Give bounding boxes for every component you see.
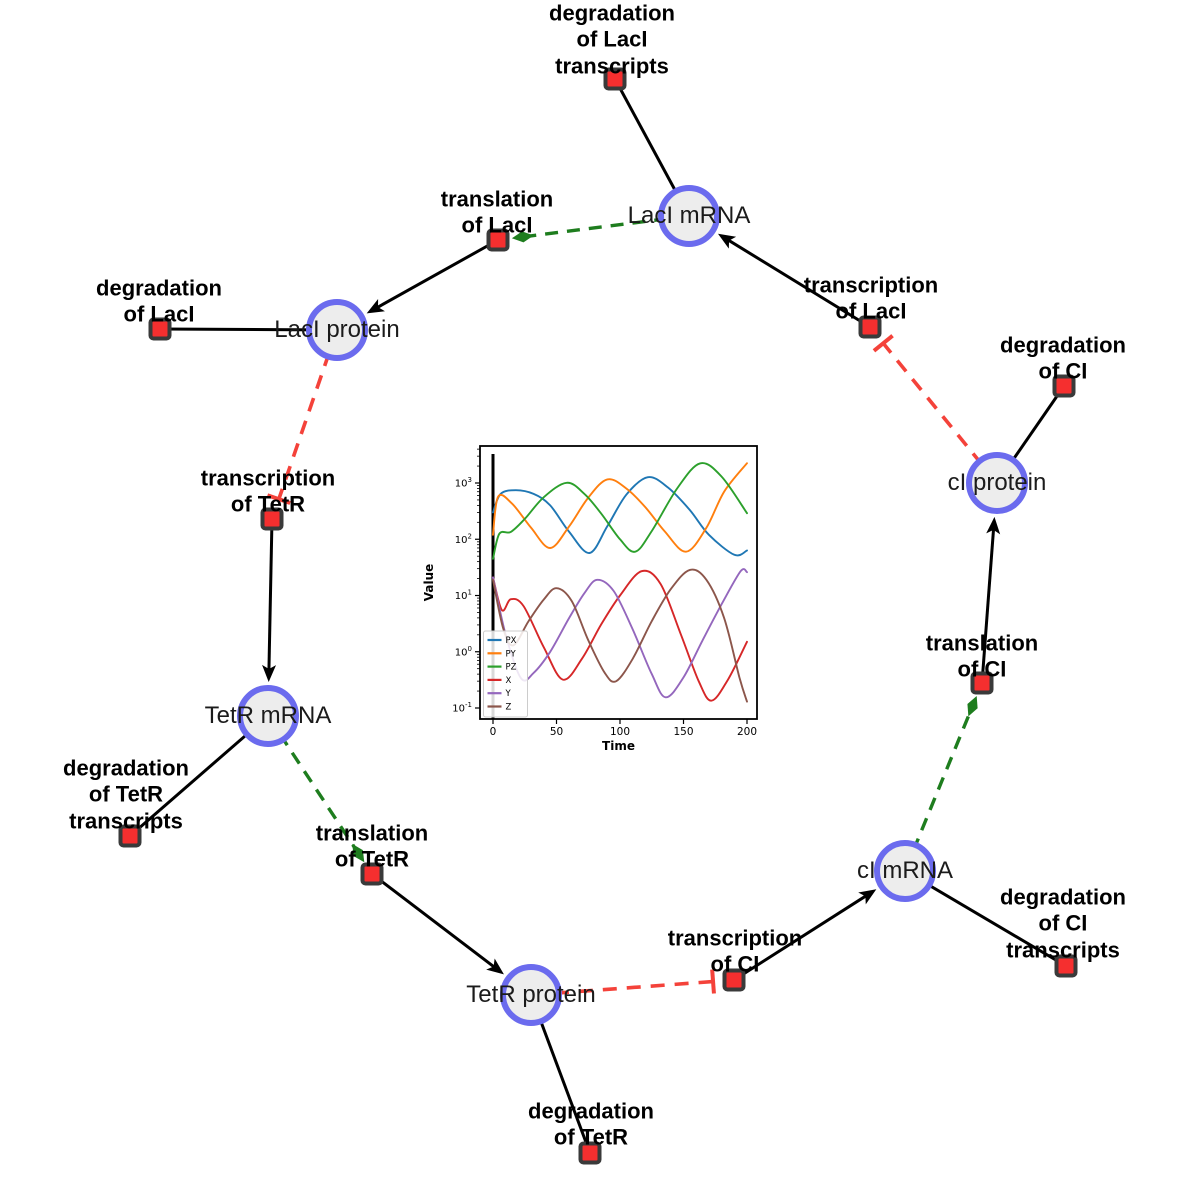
y-tick-label: 100 <box>455 645 472 659</box>
legend-label-Y: Y <box>505 689 512 699</box>
reaction-label-translation-lacI: translation of LacI <box>440 186 554 238</box>
x-tick-label: 50 <box>550 726 563 738</box>
reaction-node-deg-lacI-transcripts[interactable] <box>603 67 627 91</box>
reaction-node-deg-tetR[interactable] <box>578 1141 602 1165</box>
edge-product-transcription-tetR-to-tetR-mRNA <box>262 518 277 683</box>
y-tick-label: 101 <box>455 589 472 603</box>
species-label-lacI-protein: LacI protein <box>274 316 400 343</box>
reaction-label-translation-cI: translation of CI <box>925 630 1039 682</box>
legend-label-Z: Z <box>506 703 512 713</box>
x-tick-label: 100 <box>610 726 630 738</box>
reaction-node-deg-cI-transcripts[interactable] <box>1054 954 1078 978</box>
reaction-label-deg-tetR: degradation of TetR <box>528 1098 654 1150</box>
reaction-node-deg-cI[interactable] <box>1052 374 1076 398</box>
reaction-node-transcription-lacI[interactable] <box>858 315 882 339</box>
species-label-tetR-protein: TetR protein <box>466 981 596 1008</box>
reaction-label-transcription-cI: transcription of CI <box>667 925 803 977</box>
series-line-PZ <box>492 462 748 560</box>
reaction-label-deg-cI: degradation of CI <box>1000 332 1126 384</box>
legend-label-PX: PX <box>506 636 517 646</box>
species-label-lacI-mRNA: LacI mRNA <box>627 202 751 229</box>
reaction-node-translation-lacI[interactable] <box>486 228 510 252</box>
reaction-node-transcription-tetR[interactable] <box>260 507 284 531</box>
reaction-node-deg-lacI[interactable] <box>148 317 172 341</box>
reaction-label-translation-tetR: translation of TetR <box>315 820 429 872</box>
edge-product-translation-cI-to-cI-protein <box>980 516 1001 684</box>
reaction-label-deg-tetR-transcripts: degradation of TetR transcripts <box>63 755 189 834</box>
series-line-Y <box>492 568 748 699</box>
legend-label-PY: PY <box>506 649 517 659</box>
series-line-PY <box>492 462 748 553</box>
x-tick-label: 200 <box>737 726 757 738</box>
reaction-label-deg-lacI: degradation of LacI <box>96 275 222 327</box>
legend-label-X: X <box>506 676 512 686</box>
edge-product-transcription-cI-to-cI-mRNA <box>733 889 877 982</box>
reaction-node-translation-tetR[interactable] <box>360 862 384 886</box>
y-tick-label: 102 <box>455 532 472 546</box>
y-tick-label: 10-1 <box>452 701 472 715</box>
species-node-tetR-mRNA[interactable] <box>237 685 299 747</box>
edge-product-translation-tetR-to-tetR-protein <box>371 872 504 975</box>
species-node-cI-protein[interactable] <box>966 452 1028 514</box>
reaction-label-transcription-tetR: transcription of TetR <box>200 465 336 517</box>
species-label-cI-protein: cI protein <box>947 469 1047 496</box>
y-axis-label: Value <box>422 564 436 602</box>
x-tick-label: 0 <box>490 726 497 738</box>
reaction-node-deg-tetR-transcripts[interactable] <box>118 824 142 848</box>
x-tick-label: 150 <box>673 726 693 738</box>
legend-label-PZ: PZ <box>506 663 517 673</box>
y-tick-label: 103 <box>455 476 472 490</box>
reaction-label-transcription-lacI: transcription of LacI <box>803 272 939 324</box>
species-node-lacI-mRNA[interactable] <box>658 185 720 247</box>
species-label-cI-mRNA: cI mRNA <box>857 857 953 884</box>
reaction-label-deg-lacI-transcripts: degradation of LacI transcripts <box>549 0 675 79</box>
timecourse-plot: 0 50 100 150 200 10-1 100 101 102 103 Time Value PX P… <box>422 445 758 753</box>
species-node-tetR-protein[interactable] <box>500 964 562 1026</box>
x-axis-label: Time <box>602 739 635 753</box>
reaction-node-transcription-cI[interactable] <box>722 968 746 992</box>
edge-reactant-cI-mRNA-to-deg-cI-transcripts <box>904 869 1067 968</box>
edge-product-translation-lacI-to-lacI-protein <box>366 238 499 314</box>
species-node-lacI-protein[interactable] <box>306 299 368 361</box>
series-line-X <box>492 569 748 702</box>
edge-product-transcription-lacI-to-lacI-mRNA <box>717 233 871 329</box>
reaction-label-deg-cI-transcripts: degradation of CI transcripts <box>1000 884 1126 963</box>
series-line-PX <box>492 476 748 557</box>
species-node-cI-mRNA[interactable] <box>874 840 936 902</box>
series-line-Z <box>492 568 748 703</box>
species-label-tetR-mRNA: TetR mRNA <box>204 702 332 729</box>
reaction-node-translation-cI[interactable] <box>970 671 994 695</box>
